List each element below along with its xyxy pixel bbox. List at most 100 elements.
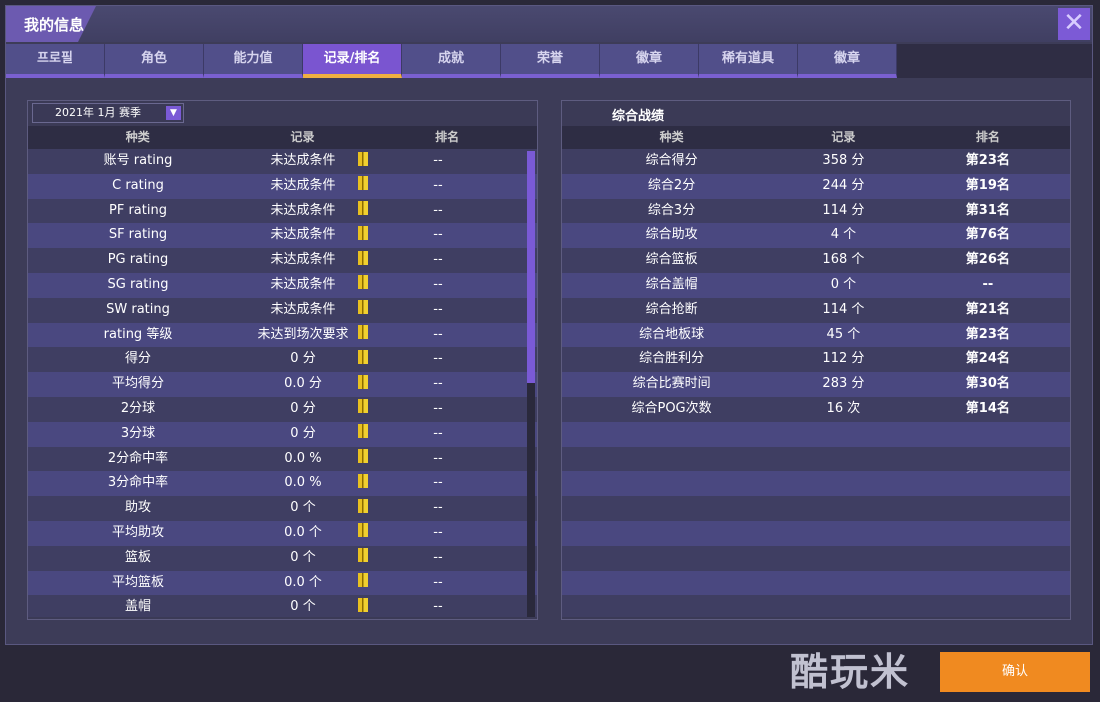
tab-1[interactable]: 角色 [105, 44, 204, 78]
table-row: 2分命中率 0.0 % -- [28, 446, 537, 472]
row-rank: -- [433, 301, 443, 317]
row-type: C rating [112, 177, 164, 193]
left-table-body: 账号 rating 未达成条件 -- C rating 未达成条件 -- PF rating… [28, 149, 537, 617]
tab-6[interactable]: 徽章 [600, 44, 699, 78]
season-value: 2021年 1月 赛季 [55, 106, 141, 119]
row-record: 168 个 [822, 252, 865, 268]
confirm-button[interactable]: 确认 [940, 652, 1090, 692]
empty-row [562, 520, 1070, 546]
tab-2[interactable]: 能力值 [204, 44, 303, 78]
title-bar: 我的信息 ✕ [6, 6, 1092, 42]
table-row: 3分球 0 分 -- [28, 421, 537, 447]
coin-icon-cell [358, 298, 388, 323]
empty-row [562, 446, 1070, 472]
header-record: 记录 [831, 130, 856, 144]
table-row: 综合抢断 114 个 第21名 [562, 297, 1070, 323]
empty-row [562, 471, 1070, 497]
coin-icon [358, 399, 368, 414]
table-row: 综合助攻 4 个 第76名 [562, 223, 1070, 249]
row-type: 综合得分 [645, 153, 698, 168]
coin-icon-cell [358, 199, 388, 224]
row-rank: -- [433, 202, 443, 218]
row-rank: -- [433, 227, 443, 243]
tab-0[interactable]: 프로필 [6, 44, 105, 78]
row-rank: -- [982, 276, 994, 292]
row-record: 0 个 [290, 500, 316, 516]
left-table-header: 种类 记录 排名 [28, 126, 537, 149]
window-title: 我的信息 [24, 16, 85, 34]
season-dropdown[interactable]: 2021年 1月 赛季 ▼ [32, 103, 184, 123]
row-rank: -- [433, 549, 443, 565]
row-rank: 第24名 [965, 351, 1010, 367]
row-record: 未达成条件 [270, 153, 336, 168]
row-record: 244 分 [822, 177, 865, 193]
coin-icon [358, 300, 368, 315]
coin-icon [358, 374, 368, 389]
coin-icon-cell [358, 347, 388, 372]
row-type: 综合篮板 [645, 252, 698, 268]
tab-4[interactable]: 成就 [402, 44, 501, 78]
row-type: 篮板 [124, 549, 151, 565]
coin-icon-cell [358, 595, 388, 617]
tab-8[interactable]: 徽章 [798, 44, 897, 78]
coin-icon [358, 498, 368, 513]
row-record: 未达成条件 [270, 252, 336, 268]
table-row: 综合盖帽 0 个 -- [562, 272, 1070, 298]
season-record-panel: 2021年 1月 赛季 ▼ 种类 记录 排名 账号 rating 未达成条件 -- C… [27, 100, 538, 620]
row-rank: 第14名 [965, 400, 1010, 416]
row-type: 得分 [124, 351, 151, 367]
row-type: SG rating [107, 276, 169, 292]
header-record: 记录 [290, 130, 315, 144]
row-type: 综合抢断 [645, 301, 698, 317]
row-record: 0 分 [290, 425, 316, 441]
row-record: 0 个 [290, 549, 316, 565]
tab-3[interactable]: 记录/排名 [303, 44, 402, 78]
row-rank: -- [433, 276, 443, 292]
table-row: 综合胜利分 112 分 第24名 [562, 347, 1070, 373]
row-record: 358 分 [822, 153, 865, 168]
table-row: SW rating 未达成条件 -- [28, 297, 537, 323]
table-row: 综合POG次数 16 次 第14名 [562, 396, 1070, 422]
close-icon[interactable]: ✕ [1058, 8, 1090, 40]
row-type: 3分命中率 [107, 475, 169, 491]
row-record: 0.0 % [284, 450, 322, 466]
row-type: 2分球 [120, 400, 156, 416]
row-record: 0.0 个 [284, 524, 322, 540]
row-rank: -- [433, 177, 443, 193]
row-type: 2分命中率 [107, 450, 169, 466]
table-row: 综合2分 244 分 第19名 [562, 173, 1070, 199]
scrollbar-thumb[interactable] [527, 151, 535, 383]
row-record: 0 分 [290, 400, 316, 416]
empty-row [562, 421, 1070, 447]
coin-icon-cell [358, 471, 388, 496]
coin-icon [358, 250, 368, 265]
coin-icon-cell [358, 546, 388, 571]
row-record: 0 个 [830, 276, 857, 292]
tab-5[interactable]: 荣誉 [501, 44, 600, 78]
tab-7[interactable]: 稀有道具 [699, 44, 798, 78]
row-type: 盖帽 [124, 599, 151, 615]
row-record: 未达成条件 [270, 202, 336, 218]
right-table-body: 综合得分 358 分第23名 综合2分 244 分第19名 综合3分 114 分第31名综… [562, 149, 1070, 617]
coin-icon-cell [358, 323, 388, 348]
table-row: PG rating 未达成条件 -- [28, 248, 537, 273]
table-row: 3分命中率 0.0 % -- [28, 471, 537, 497]
row-rank: 第26名 [965, 252, 1010, 268]
row-type: 账号 rating [103, 153, 173, 168]
coin-icon [358, 275, 368, 290]
row-type: 平均助攻 [111, 524, 164, 540]
row-rank: 第19名 [965, 177, 1010, 193]
scrollbar[interactable] [527, 151, 535, 617]
row-record: 未达成条件 [270, 301, 336, 317]
coin-icon [358, 151, 368, 166]
my-info-window: 我的信息 ✕ 프로필 角色 能力值 记录/排名 成就 荣誉 徽章 稀有道具 徽章 2021年 1… [5, 5, 1093, 645]
row-rank: -- [433, 376, 443, 392]
row-type: 3分球 [120, 425, 156, 441]
coin-icon-cell [358, 149, 388, 174]
chevron-down-icon[interactable]: ▼ [166, 106, 181, 120]
row-type: PF rating [109, 202, 167, 218]
table-row: 综合比赛时间 283 分 第30名 [562, 372, 1070, 397]
row-rank: 第23名 [965, 153, 1010, 168]
row-rank: -- [433, 475, 443, 491]
coin-icon [358, 176, 368, 191]
